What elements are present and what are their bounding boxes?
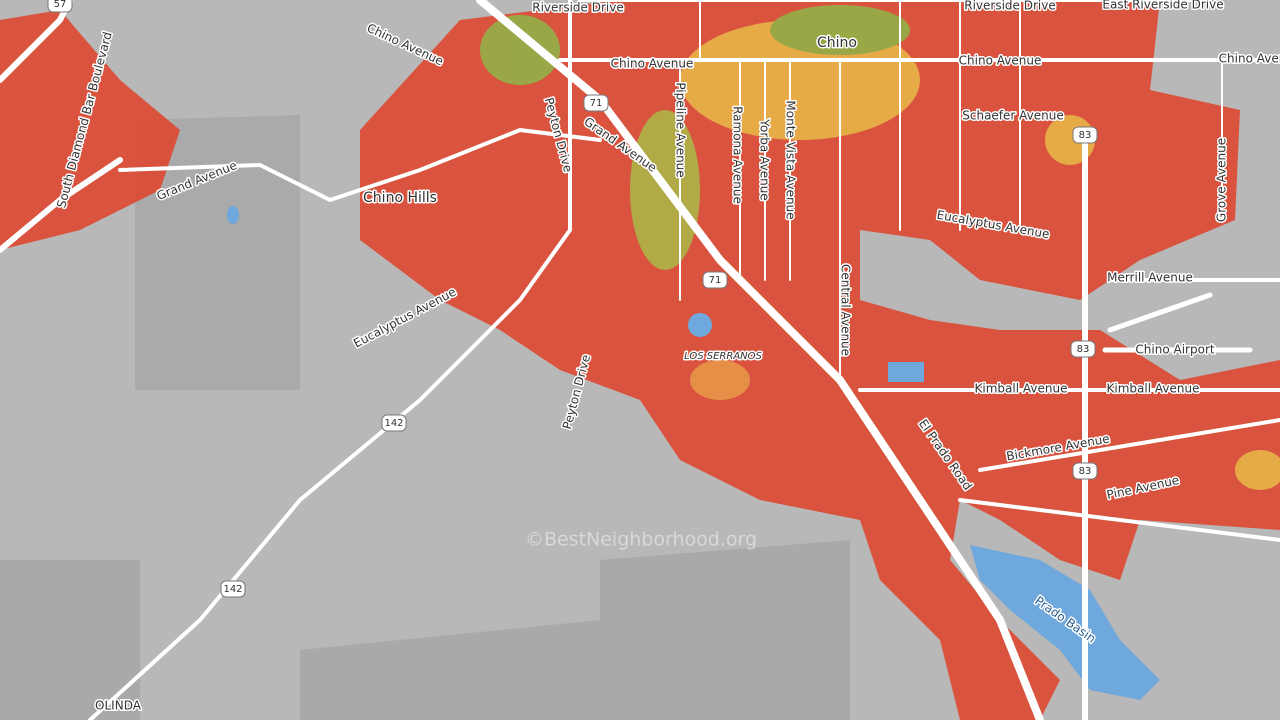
- route-number: 142: [223, 584, 242, 595]
- route-number: 71: [590, 98, 603, 109]
- place-label: Chino Hills: [363, 190, 437, 206]
- place-label: Chino Airport: [1135, 343, 1214, 357]
- place-label: Monte Vista Avenue: [784, 100, 798, 219]
- place-label: Chino: [817, 35, 857, 51]
- route-number: 83: [1077, 344, 1090, 355]
- place-label: Riverside Drive: [964, 0, 1055, 13]
- terrain: [135, 115, 300, 390]
- place-label: Chino Avenue: [611, 57, 694, 71]
- place-label: LOS SERRANOS: [684, 351, 762, 362]
- heatmap-warm: [480, 5, 1280, 490]
- place-label: Yorba Avenue: [758, 118, 772, 200]
- route-number: 57: [54, 0, 67, 10]
- place-label: Riverside Drive: [532, 1, 623, 15]
- place-label: Schaefer Avenue: [962, 109, 1064, 123]
- route-shield: [1072, 462, 1098, 480]
- water: [227, 206, 1160, 700]
- place-label: Merrill Avenue: [1107, 271, 1193, 285]
- place-label: Pipeline Avenue: [674, 82, 688, 177]
- route-number: 71: [709, 275, 722, 286]
- place-label: Kimball Avenue: [975, 382, 1068, 396]
- route-shield: [220, 580, 246, 598]
- route-shield: [702, 271, 728, 289]
- place-label: Central Avenue: [839, 264, 853, 356]
- place-label: Chino Avenue: [1219, 52, 1280, 66]
- route-shield: [1070, 340, 1096, 358]
- route-number: 83: [1079, 130, 1092, 141]
- place-label: Grove Avenue: [1215, 138, 1229, 222]
- route-number: 142: [384, 418, 403, 429]
- route-shield: [381, 414, 407, 432]
- place-label: Ramona Avenue: [731, 106, 745, 204]
- terrain: [0, 540, 850, 720]
- place-label: OLINDA: [95, 699, 142, 713]
- route-number: 83: [1079, 466, 1092, 477]
- place-label: Chino Avenue: [959, 54, 1042, 68]
- watermark: ©BestNeighborhood.org: [525, 529, 757, 551]
- route-shield: [47, 0, 73, 13]
- route-shield: [1072, 126, 1098, 144]
- route-shield: [583, 94, 609, 112]
- place-label: East Riverside Drive: [1102, 0, 1223, 12]
- place-label: Kimball Avenue: [1107, 382, 1200, 396]
